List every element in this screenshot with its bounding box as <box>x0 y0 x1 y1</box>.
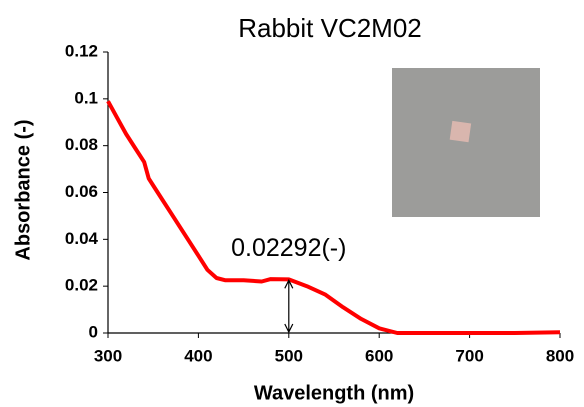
chart-title: Rabbit VC2M02 <box>238 13 422 43</box>
photo-background <box>392 68 540 217</box>
y-tick-label: 0.1 <box>74 88 98 107</box>
x-tick-label: 800 <box>546 346 574 365</box>
y-tick-label: 0.06 <box>65 182 98 201</box>
photo-sample <box>449 120 472 143</box>
data-line <box>106 100 561 335</box>
x-tick-label: 400 <box>184 346 212 365</box>
x-tick-label: 600 <box>365 346 393 365</box>
y-tick-label: 0.02 <box>65 276 98 295</box>
y-tick-label: 0.12 <box>65 41 98 60</box>
x-axis-label: Wavelength (nm) <box>254 382 414 404</box>
annotation-arrow <box>284 278 294 334</box>
y-tick-label: 0 <box>89 322 98 341</box>
y-tick-label: 0.08 <box>65 135 98 154</box>
x-tick-label: 300 <box>94 346 122 365</box>
x-tick-label: 500 <box>275 346 303 365</box>
annotation-label: 0.02292(-) <box>231 234 346 262</box>
y-axis-label: Absorbance (-) <box>12 119 34 260</box>
inset-photo <box>392 68 540 217</box>
y-tick-label: 0.04 <box>65 229 99 248</box>
x-tick-label: 700 <box>455 346 483 365</box>
